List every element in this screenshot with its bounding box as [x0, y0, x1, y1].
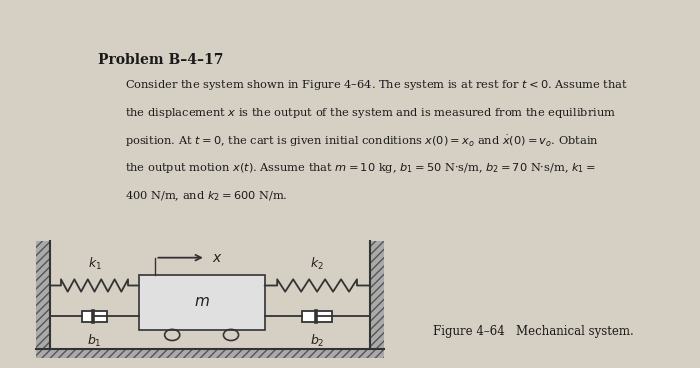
Text: $x$: $x$	[212, 251, 223, 265]
Text: $m$: $m$	[194, 296, 209, 309]
Text: $b_2$: $b_2$	[310, 332, 324, 348]
Bar	[370, 241, 384, 349]
Bar	[36, 241, 50, 349]
Text: the output motion $x(t)$. Assume that $m = 10$ kg, $b_1 = 50$ N·s/m, $b_2 = 70$ : the output motion $x(t)$. Assume that $m…	[125, 162, 596, 176]
Text: $b_1$: $b_1$	[88, 332, 102, 348]
Text: $k_2$: $k_2$	[310, 255, 324, 272]
Text: Problem B–4–17: Problem B–4–17	[98, 53, 224, 67]
Text: $k_1$: $k_1$	[88, 255, 102, 272]
Text: Consider the system shown in Figure 4–64. The system is at rest for $t < 0$. Ass: Consider the system shown in Figure 4–64…	[125, 78, 629, 92]
Bar	[82, 311, 107, 322]
Text: the displacement $x$ is the output of the system and is measured from the equili: the displacement $x$ is the output of th…	[125, 106, 617, 120]
Text: position. At $t = 0$, the cart is given initial conditions $x(0) = x_o$ and $\do: position. At $t = 0$, the cart is given …	[125, 134, 599, 149]
Bar	[139, 275, 265, 330]
Text: Figure 4–64   Mechanical system.: Figure 4–64 Mechanical system.	[433, 325, 634, 338]
Bar	[302, 311, 332, 322]
Bar	[36, 349, 384, 358]
Text: 400 N/m, and $k_2 = 600$ N/m.: 400 N/m, and $k_2 = 600$ N/m.	[125, 189, 288, 203]
